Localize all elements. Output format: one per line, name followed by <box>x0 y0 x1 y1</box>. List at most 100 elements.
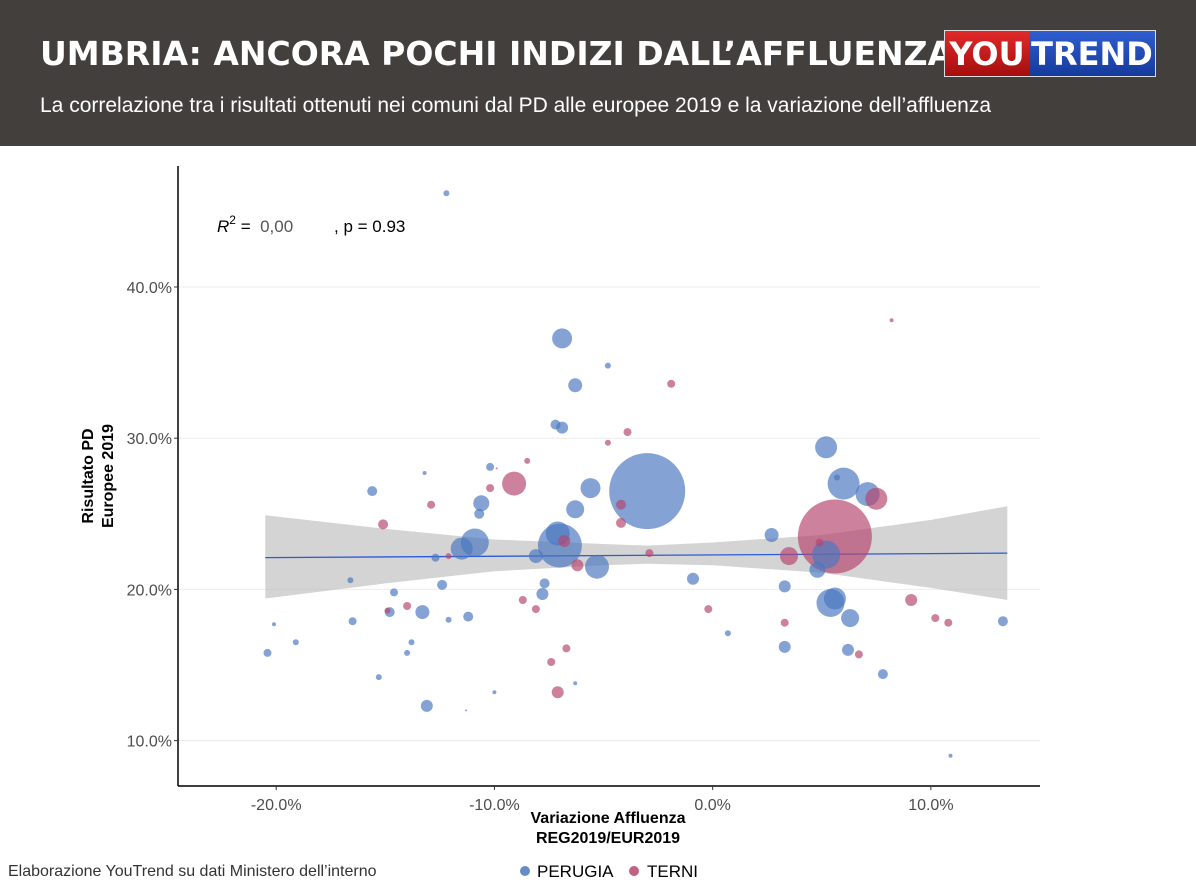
point-perugia <box>292 639 299 646</box>
p-value-annotation: , p = 0.93 <box>334 217 405 236</box>
point-terni <box>427 500 436 509</box>
point-terni <box>905 594 918 606</box>
point-perugia <box>367 486 378 497</box>
y-ticks: 10.0% 20.0% 30.0% 40.0% <box>127 280 178 751</box>
point-terni <box>502 471 527 496</box>
y-axis-title-line1: Risultato PD <box>80 428 97 523</box>
point-terni <box>616 517 626 528</box>
point-terni <box>558 535 571 547</box>
youtrend-logo: YOU TREND <box>944 30 1156 77</box>
point-terni <box>495 467 498 470</box>
legend-swatch-perugia <box>520 866 530 876</box>
page-title: UMBRIA: ANCORA POCHI INDIZI DALL’AFFLUEN… <box>40 34 954 73</box>
point-terni <box>551 686 564 699</box>
logo-you: YOU <box>945 31 1029 76</box>
point-perugia <box>815 436 838 459</box>
point-terni <box>571 559 584 572</box>
point-terni <box>486 484 495 493</box>
point-perugia <box>573 681 578 686</box>
point-perugia <box>948 753 953 758</box>
regression-line <box>265 552 1008 559</box>
point-perugia <box>778 640 791 653</box>
y-tick-label: 30.0% <box>127 431 172 448</box>
point-terni <box>645 549 654 558</box>
r2-exponent: 2 <box>229 213 236 227</box>
point-perugia <box>445 616 452 623</box>
point-perugia <box>404 649 411 656</box>
point-perugia <box>443 190 450 197</box>
point-perugia <box>437 579 448 590</box>
point-perugia <box>450 537 473 560</box>
point-perugia <box>841 609 860 628</box>
point-perugia <box>465 709 468 712</box>
y-axis-title-line2: Europee 2019 <box>100 424 117 528</box>
point-perugia <box>474 508 485 519</box>
point-terni <box>623 428 632 437</box>
point-terni <box>780 547 798 566</box>
y-tick-label: 20.0% <box>127 582 172 599</box>
y-tick-label: 10.0% <box>127 734 172 751</box>
header-bar: UMBRIA: ANCORA POCHI INDIZI DALL’AFFLUEN… <box>0 0 1196 146</box>
point-perugia <box>812 540 841 569</box>
data-points <box>263 190 1008 758</box>
point-terni <box>667 379 676 388</box>
x-tick-label: -10.0% <box>469 797 520 814</box>
y-tick-label: 40.0% <box>127 280 172 297</box>
point-perugia <box>877 669 888 680</box>
r2-label: R <box>217 217 229 236</box>
point-terni <box>616 499 626 510</box>
x-tick-label: 0.0% <box>694 797 730 814</box>
point-perugia <box>415 605 430 620</box>
r2-value: 0,00 <box>260 217 293 236</box>
r2-equals: = <box>236 217 260 236</box>
x-tick-label: -20.0% <box>251 797 302 814</box>
x-tick-label: 10.0% <box>908 797 953 814</box>
point-terni <box>604 439 611 446</box>
point-terni <box>865 487 888 510</box>
confidence-band <box>265 506 1008 600</box>
logo-trend: TREND <box>1029 31 1155 76</box>
point-perugia <box>827 467 860 500</box>
point-perugia <box>463 611 474 622</box>
point-perugia <box>997 616 1008 627</box>
point-perugia <box>809 561 826 578</box>
point-terni <box>547 658 556 666</box>
point-perugia <box>431 553 440 562</box>
point-perugia <box>528 549 543 564</box>
point-perugia <box>272 622 276 627</box>
page-subtitle: La correlazione tra i risultati ottenuti… <box>40 94 992 117</box>
point-terni <box>524 457 531 464</box>
legend-label-perugia: PERUGIA <box>537 862 614 881</box>
point-perugia <box>375 674 382 681</box>
point-perugia <box>492 690 497 695</box>
point-perugia <box>486 462 495 471</box>
source-note: Elaborazione YouTrend su dati Ministero … <box>8 863 377 880</box>
x-axis-title-line1: Variazione Affluenza <box>531 810 686 827</box>
legend: PERUGIA TERNI <box>520 862 698 881</box>
point-perugia <box>536 588 549 600</box>
point-perugia <box>539 578 550 589</box>
point-perugia <box>422 471 427 475</box>
point-perugia <box>473 495 490 512</box>
point-perugia <box>609 453 686 530</box>
point-terni <box>780 618 789 627</box>
point-perugia <box>834 474 840 481</box>
point-terni <box>889 318 894 323</box>
point-perugia <box>550 419 561 430</box>
point-perugia <box>552 328 573 349</box>
point-perugia <box>566 500 585 519</box>
point-terni <box>445 553 452 560</box>
point-perugia <box>347 577 354 584</box>
point-perugia <box>842 643 854 656</box>
x-axis-title-line2: REG2019/EUR2019 <box>536 830 680 847</box>
point-terni <box>403 602 412 610</box>
point-terni <box>815 538 824 547</box>
scatter-chart: -20.0% -10.0% 0.0% 10.0% 10.0% 20.0% 30.0% 40.… <box>80 166 1040 881</box>
point-terni <box>854 650 863 659</box>
point-terni <box>518 596 527 604</box>
point-perugia <box>390 588 398 597</box>
point-perugia <box>568 378 583 393</box>
point-terni <box>704 605 713 614</box>
point-terni <box>944 618 953 627</box>
legend-label-terni: TERNI <box>647 862 698 881</box>
